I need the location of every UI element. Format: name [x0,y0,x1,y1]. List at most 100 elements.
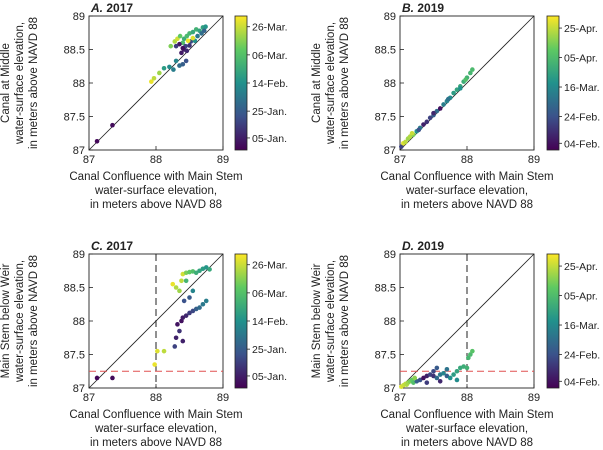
data-point [203,298,209,304]
data-point [110,122,115,128]
y-axis-label: Canal at Middle [0,43,12,123]
data-point [434,365,440,371]
panel-b: B. 2019 87 88 89 87 87.5 88 88.5 89 Canal Conflue… [311,1,600,211]
data-point [468,352,473,357]
colorbar-tick-label: 26-Mar. [252,22,288,34]
data-point [173,285,179,290]
colorbar-tick-label: 14-Feb. [252,316,288,328]
colorbar-tick-label: 16-Mar. [564,82,600,94]
colorbar-tick-label: 25-Apr. [564,261,598,273]
panel-year: 2019 [417,239,444,253]
data-point [180,61,186,67]
y-tick-label: 87 [73,383,85,395]
data-point [431,373,436,379]
panel-letter: C. [91,239,103,253]
data-point [431,368,436,374]
y-axis-label: in meters above NAVD 88 [28,255,40,387]
x-axis-label: water-surface elevation, [405,185,528,197]
data-point [403,139,408,145]
data-point [149,79,154,84]
data-point [181,298,187,304]
y-tick-label: 88.5 [64,45,85,57]
data-point [110,375,115,381]
data-point [177,33,183,39]
colorbar-tick-label: 24-Feb. [564,350,600,362]
data-point [412,375,418,381]
data-point [399,144,404,149]
scatter-points [399,348,475,389]
data-point [207,267,212,272]
data-point [421,122,426,127]
data-point [168,43,174,49]
x-tick-label: 87 [394,154,406,166]
data-point [424,380,430,385]
y-tick-label: 87 [73,145,85,157]
data-point [437,106,443,111]
data-point [427,115,433,121]
data-point [94,138,100,144]
colorbar [234,253,248,389]
y-axis-label: in meters above NAVD 88 [28,17,40,149]
data-point [184,48,190,54]
data-point [177,288,182,294]
data-point [470,348,475,354]
data-point [464,365,470,371]
x-tick-label: 89 [217,154,229,166]
colorbar-tick-label: 26-Mar. [252,260,288,272]
y-axis-label: water-surface elevation, [325,22,337,145]
data-point [441,102,446,107]
data-point [157,70,162,76]
colorbar-tick-label: 16-Mar. [564,320,600,332]
x-tick-label: 88 [150,154,162,166]
x-axis-label: water-surface elevation, [94,423,217,435]
data-point [183,58,189,64]
colorbar-tick-label: 25-Apr. [564,23,598,35]
y-axis-label: in meters above NAVD 88 [339,17,351,149]
y-axis-label: water-surface elevation, [14,22,26,145]
scatter-points [94,24,208,144]
panel-title: D. 2019 [402,239,444,253]
y-tick-label: 88.5 [375,283,396,295]
data-point [190,308,196,314]
scatter-points [399,67,475,149]
panel-letter: A. [90,1,103,15]
panel-title: A. 2017 [90,1,133,15]
data-point [203,265,209,270]
data-point [179,278,184,284]
data-point [451,90,456,96]
data-point [161,65,167,71]
data-point [201,28,207,34]
colorbar [546,15,560,151]
panel-year: 2017 [106,239,133,253]
y-tick-label: 87.5 [375,350,396,362]
data-point [463,77,468,82]
data-point [458,86,463,91]
y-tick-label: 87 [384,383,396,395]
x-tick-label: 88 [461,154,473,166]
y-tick-label: 87.5 [64,112,85,124]
colorbar-tick-label: 05-Jan. [252,371,287,383]
y-tick-label: 87.5 [64,350,85,362]
data-point [470,67,475,72]
panel-d: D. 2019 87 88 89 87 87.5 88 88.5 89 Canal Conflue… [311,239,600,449]
scatter-points [94,265,212,381]
colorbar-tick-label: 06-Mar. [252,288,288,300]
data-point [445,96,451,102]
data-point [171,67,176,72]
colorbar-tick-label: 05-Jan. [252,133,287,145]
data-point [454,377,460,383]
x-axis-label: in meters above NAVD 88 [401,437,533,449]
panel-letter: D. [402,239,414,253]
y-tick-label: 89 [384,249,396,261]
one-to-one-line [88,15,224,151]
panel-year: 2017 [106,1,133,15]
y-axis-label: water-surface elevation, [14,260,26,383]
panel-title: C. 2017 [91,239,133,253]
data-point [185,38,191,44]
data-point [454,368,460,374]
colorbar-tick-label: 25-Jan. [252,344,287,356]
colorbar [546,253,560,389]
data-point [172,344,178,349]
x-tick-label: 89 [528,392,540,404]
data-point [424,119,430,125]
